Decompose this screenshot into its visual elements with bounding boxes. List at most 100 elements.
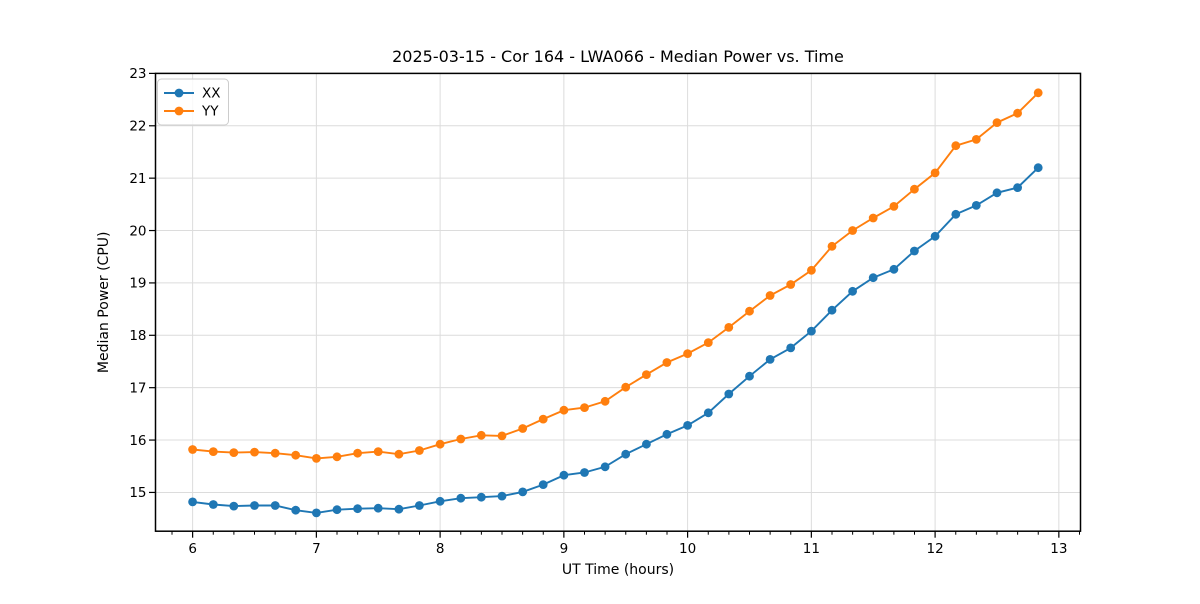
data-point xyxy=(580,468,589,477)
x-tick-label: 12 xyxy=(927,541,944,557)
legend-marker-yy xyxy=(174,106,184,116)
data-point xyxy=(1013,183,1022,193)
data-point xyxy=(476,492,486,502)
data-point xyxy=(518,487,528,497)
data-point xyxy=(848,226,857,235)
data-point xyxy=(889,264,899,274)
data-point xyxy=(538,414,548,424)
data-point xyxy=(930,168,940,178)
data-point xyxy=(868,213,878,223)
data-point xyxy=(518,424,528,433)
data-point xyxy=(559,405,569,415)
data-point xyxy=(456,493,466,503)
y-tick-label: 22 xyxy=(129,119,146,135)
data-point xyxy=(250,501,259,510)
y-tick-label: 16 xyxy=(129,433,146,449)
legend-label-xx: XX xyxy=(202,86,221,102)
data-point xyxy=(229,501,239,511)
y-axis-label: Median Power (CPU) xyxy=(96,232,112,374)
legend: XX YY xyxy=(157,78,229,126)
x-tick-label: 6 xyxy=(188,541,197,557)
data-point xyxy=(332,452,342,462)
x-axis-label: UT Time (hours) xyxy=(562,562,674,578)
x-tick-label: 10 xyxy=(679,541,696,557)
data-point xyxy=(951,141,961,151)
data-point xyxy=(951,209,961,219)
data-point xyxy=(992,188,1002,198)
data-point xyxy=(724,323,734,332)
data-point xyxy=(786,280,796,289)
data-point xyxy=(1033,88,1043,98)
data-point xyxy=(662,429,672,439)
data-point xyxy=(291,450,301,460)
data-point xyxy=(807,265,816,275)
data-point xyxy=(724,389,734,399)
data-point xyxy=(642,370,651,379)
legend-entry-xx: XX xyxy=(164,86,221,102)
data-point xyxy=(353,448,362,458)
x-tick-label: 11 xyxy=(803,541,820,557)
data-point xyxy=(786,343,796,353)
data-point xyxy=(270,448,280,458)
data-point xyxy=(394,504,404,514)
data-point xyxy=(208,447,218,456)
series-xx xyxy=(188,163,1043,518)
data-point xyxy=(270,501,280,510)
data-point xyxy=(1033,163,1043,173)
data-point xyxy=(580,403,589,412)
x-tick-label: 9 xyxy=(560,541,569,557)
series-yy xyxy=(188,88,1043,463)
y-tick-label: 21 xyxy=(129,171,146,187)
data-point xyxy=(291,505,301,515)
data-point xyxy=(435,439,445,449)
data-point xyxy=(312,454,321,463)
data-point xyxy=(415,501,424,510)
data-point xyxy=(848,286,857,296)
data-point xyxy=(765,355,775,364)
data-point xyxy=(1013,108,1022,118)
data-point xyxy=(971,201,981,210)
data-point xyxy=(373,447,383,456)
y-tick-label: 23 xyxy=(129,66,146,82)
data-point xyxy=(745,371,754,381)
axes-spines xyxy=(154,72,1082,532)
data-point xyxy=(353,504,362,514)
y-tick-label: 15 xyxy=(129,485,146,501)
data-point xyxy=(497,491,507,501)
data-point xyxy=(188,445,198,454)
y-tick-label: 19 xyxy=(129,276,146,292)
data-point xyxy=(394,449,404,459)
axis-ticks: 6 7 8 9 10 11 12 13 15 16 17 18 19 20 21 22 23 xyxy=(129,66,1081,557)
x-tick-label: 13 xyxy=(1050,541,1067,557)
data-point xyxy=(456,434,466,444)
data-point xyxy=(538,480,548,489)
gridlines xyxy=(155,72,1081,532)
data-point xyxy=(868,273,878,283)
data-point xyxy=(208,500,218,509)
data-point xyxy=(703,408,713,418)
data-point xyxy=(910,184,919,194)
data-point xyxy=(765,291,775,300)
data-point xyxy=(971,135,981,144)
data-point xyxy=(435,496,445,506)
data-point xyxy=(250,447,259,457)
legend-entry-yy: YY xyxy=(164,104,219,120)
data-point xyxy=(827,241,837,251)
data-point xyxy=(332,505,342,515)
data-point xyxy=(312,508,321,518)
data-point xyxy=(600,462,610,472)
legend-marker-xx xyxy=(174,88,184,98)
y-tick-label: 18 xyxy=(129,328,146,344)
data-point xyxy=(745,306,754,316)
data-point xyxy=(373,503,383,513)
axes-frame xyxy=(154,72,1082,532)
data-point xyxy=(683,349,692,358)
x-tick-label: 8 xyxy=(436,541,445,557)
data-point xyxy=(476,430,486,440)
data-point xyxy=(807,326,816,336)
data-point xyxy=(642,439,651,449)
data-point xyxy=(621,382,631,392)
data-point xyxy=(229,448,239,457)
